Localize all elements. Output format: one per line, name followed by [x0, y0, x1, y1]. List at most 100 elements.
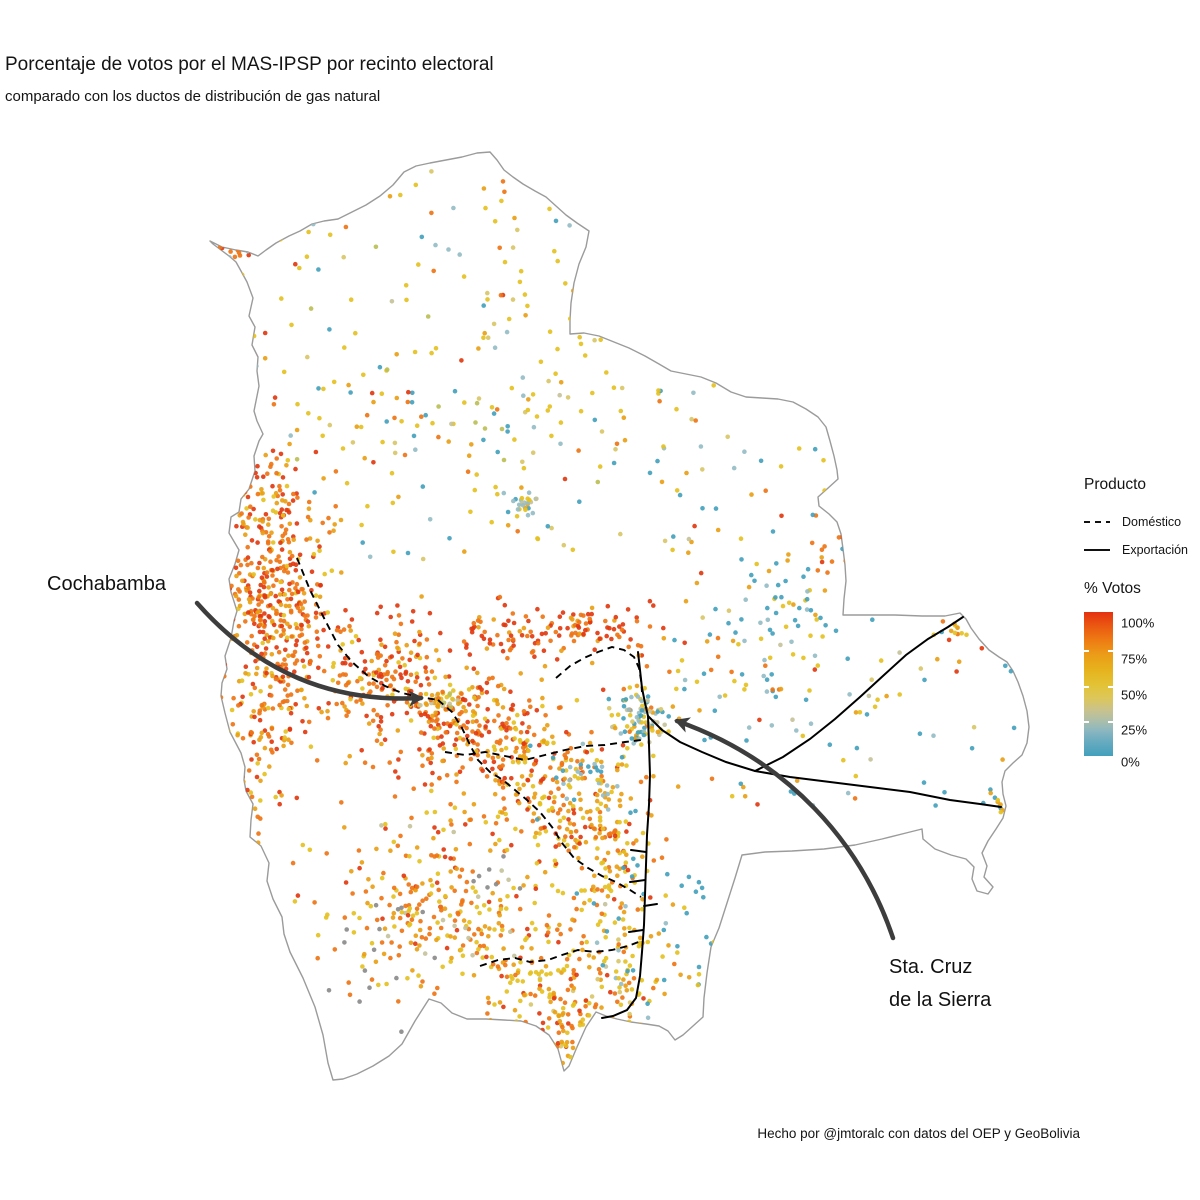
vote-dot: [648, 705, 654, 710]
vote-dot: [269, 461, 274, 467]
vote-dot: [501, 946, 506, 951]
vote-dot: [294, 581, 300, 587]
vote-dot: [577, 956, 582, 962]
vote-dot: [623, 697, 629, 702]
vote-dot: [731, 465, 737, 471]
vote-dot: [448, 934, 453, 939]
vote-dot: [236, 703, 241, 708]
vote-dot: [577, 319, 582, 325]
vote-dot: [263, 512, 269, 517]
vote-dot: [233, 777, 238, 783]
vote-dot: [786, 600, 792, 606]
vote-dot: [954, 669, 959, 674]
vote-dot: [299, 586, 304, 592]
vote-dot: [639, 742, 644, 747]
vote-dot: [412, 349, 418, 355]
vote-dot: [503, 811, 509, 817]
vote-dot: [472, 487, 478, 493]
vote-dot: [360, 964, 365, 969]
vote-dot: [413, 941, 418, 946]
vote-dot: [561, 802, 566, 808]
vote-dot: [316, 665, 321, 671]
vote-dot: [700, 506, 705, 511]
vote-dot: [510, 297, 516, 302]
vote-dot: [565, 987, 571, 993]
vote-dot: [423, 412, 429, 418]
vote-dot: [662, 991, 667, 997]
vote-dot: [805, 589, 810, 594]
vote-dot: [325, 912, 330, 917]
vote-dot: [361, 372, 366, 378]
vote-dot: [619, 791, 624, 797]
vote-dot: [502, 189, 507, 195]
vote-dot: [430, 718, 435, 723]
vote-dot: [605, 807, 611, 812]
vote-dot: [482, 330, 488, 336]
vote-dot: [246, 236, 252, 241]
vote-dot: [227, 478, 232, 483]
vote-dot: [281, 568, 287, 574]
vote-dot: [801, 655, 806, 661]
vote-dot: [655, 709, 661, 714]
vote-dot: [333, 504, 339, 509]
vote-dot: [542, 869, 548, 875]
vote-dot: [318, 583, 323, 588]
vote-dot: [570, 1025, 575, 1031]
vote-dot: [582, 824, 588, 830]
vote-dot: [510, 637, 516, 642]
vote-dot: [579, 940, 585, 946]
vote-dot: [615, 873, 620, 878]
vote-dot: [619, 901, 625, 906]
vote-dot: [357, 675, 363, 681]
vote-dot: [918, 666, 924, 671]
vote-dot: [742, 449, 747, 455]
vote-dot: [417, 943, 422, 948]
vote-dot: [540, 614, 545, 619]
vote-dot: [453, 847, 459, 852]
vote-dot: [375, 712, 380, 718]
vote-dot: [438, 925, 444, 931]
vote-dot: [343, 880, 349, 885]
vote-dot: [619, 385, 625, 391]
vote-dot: [943, 513, 949, 519]
vote-dot: [326, 515, 331, 521]
vote-dot: [543, 1034, 549, 1040]
vote-dot: [277, 483, 282, 489]
vote-dot: [440, 703, 446, 709]
vote-dot: [294, 457, 300, 462]
vote-dot: [333, 469, 339, 474]
vote-dot: [629, 874, 635, 879]
vote-dot: [521, 1024, 526, 1030]
vote-dot: [490, 1020, 495, 1026]
vote-dot: [518, 998, 523, 1004]
vote-dot: [286, 706, 292, 712]
vote-dot: [528, 629, 533, 635]
vote-dot: [674, 686, 679, 692]
vote-dot: [251, 572, 256, 577]
vote-dot: [326, 988, 332, 993]
vote-dot: [430, 770, 435, 776]
vote-dot: [618, 731, 624, 736]
vote-dot: [758, 620, 763, 626]
vote-dot: [733, 630, 738, 635]
vote-dot: [427, 931, 432, 937]
vote-dot: [428, 723, 434, 729]
vote-dot: [452, 888, 458, 894]
vote-dot: [812, 667, 818, 672]
vote-dot: [762, 657, 767, 663]
vote-dot: [897, 692, 902, 697]
vote-dot: [474, 400, 480, 406]
vote-dot: [454, 737, 459, 742]
vote-dot: [670, 902, 676, 907]
vote-dot: [369, 940, 375, 946]
vote-dot: [278, 602, 284, 608]
vote-dot: [613, 234, 618, 240]
vote-dot: [779, 594, 784, 600]
vote-dot: [603, 803, 609, 809]
vote-dot: [815, 568, 821, 573]
vote-dot: [351, 930, 357, 935]
vote-dot: [500, 179, 506, 184]
vote-dot: [420, 484, 426, 489]
vote-dot: [628, 637, 633, 642]
vote-dot: [423, 691, 429, 697]
